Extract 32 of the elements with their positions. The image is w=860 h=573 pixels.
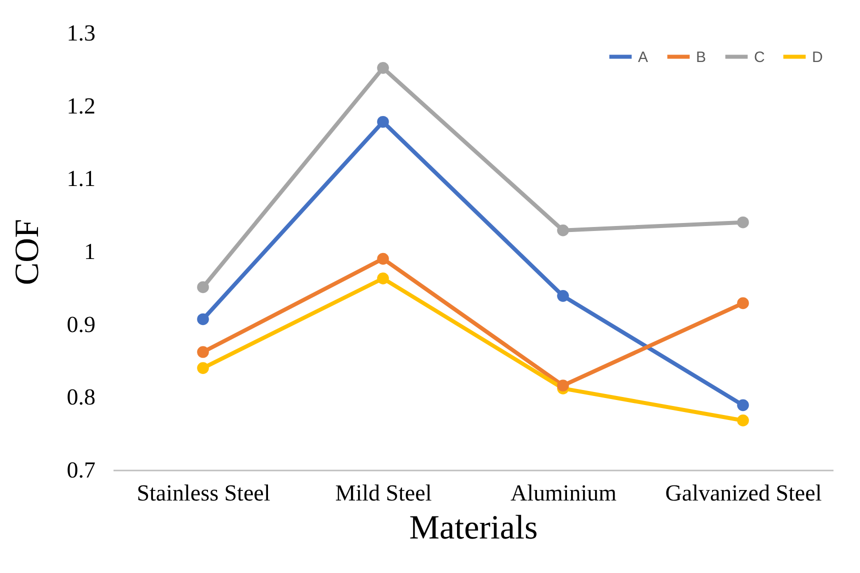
y-tick-label: 1 xyxy=(84,239,96,264)
point xyxy=(197,281,209,294)
point xyxy=(197,346,209,358)
legend-label: A xyxy=(638,48,648,66)
y-axis-title: COF xyxy=(8,218,46,286)
legend-label: D xyxy=(812,48,823,66)
legend-label: C xyxy=(754,48,765,66)
point xyxy=(557,380,569,392)
point xyxy=(197,362,209,374)
y-tick-label: 0.9 xyxy=(66,312,96,337)
point xyxy=(197,313,209,326)
point xyxy=(377,272,389,284)
x-tick-label: Mild Steel xyxy=(335,480,432,506)
point xyxy=(737,399,749,412)
x-tick-label: Galvanized Steel xyxy=(665,480,822,506)
point xyxy=(377,252,389,265)
x-axis-title: Materials xyxy=(409,510,538,546)
y-tick-label: 1.1 xyxy=(66,166,96,192)
legend-label: B xyxy=(696,48,706,66)
x-tick-label: Aluminium xyxy=(510,480,617,506)
point xyxy=(377,62,389,74)
x-tick-label: Stainless Steel xyxy=(136,480,270,506)
y-tick-label: 0.7 xyxy=(66,458,96,482)
y-tick-label: 0.8 xyxy=(66,384,96,410)
point xyxy=(737,216,749,228)
point xyxy=(737,414,749,426)
point xyxy=(557,224,569,236)
y-tick-label: 1.3 xyxy=(66,20,96,46)
point xyxy=(557,290,569,302)
y-tick-label: 1.2 xyxy=(66,93,96,118)
point xyxy=(377,116,389,128)
point xyxy=(737,297,749,310)
